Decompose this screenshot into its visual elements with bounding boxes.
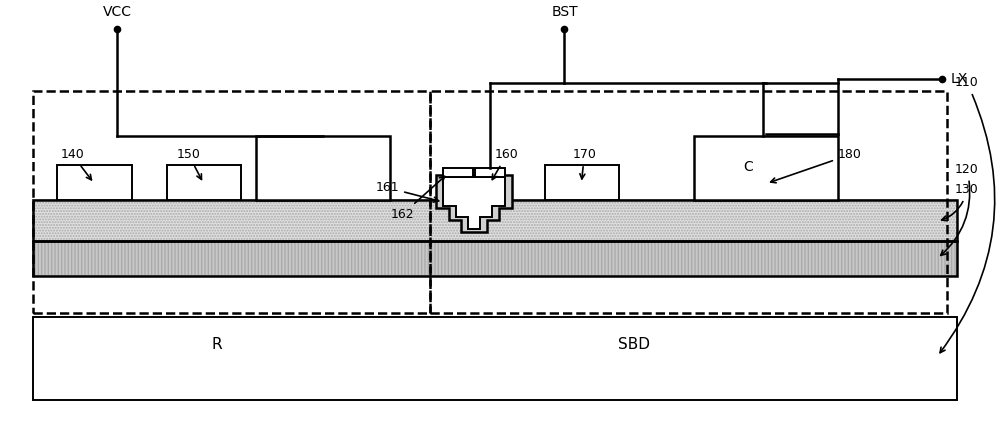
Text: SBD: SBD [618,337,650,352]
Polygon shape [436,175,512,232]
Text: VCC: VCC [103,5,132,19]
Text: 110: 110 [940,76,995,353]
Text: 162: 162 [390,176,445,221]
Text: 140: 140 [60,148,91,180]
Text: 130: 130 [942,183,979,221]
Text: LX: LX [950,71,967,85]
FancyBboxPatch shape [57,165,132,200]
FancyBboxPatch shape [545,165,619,200]
Text: 160: 160 [492,148,519,179]
Text: 180: 180 [771,148,862,183]
FancyBboxPatch shape [167,165,241,200]
FancyBboxPatch shape [443,168,473,177]
Text: 120: 120 [941,163,979,255]
Text: 161: 161 [376,181,439,202]
FancyBboxPatch shape [33,241,957,276]
Text: C: C [744,160,753,174]
FancyBboxPatch shape [33,200,957,241]
FancyBboxPatch shape [475,168,505,177]
Text: 170: 170 [572,148,596,179]
Text: 150: 150 [177,148,201,179]
Text: R: R [211,337,222,352]
FancyBboxPatch shape [33,317,957,400]
Polygon shape [443,177,505,229]
FancyBboxPatch shape [256,136,390,200]
Text: BST: BST [551,5,578,19]
FancyBboxPatch shape [694,136,838,200]
